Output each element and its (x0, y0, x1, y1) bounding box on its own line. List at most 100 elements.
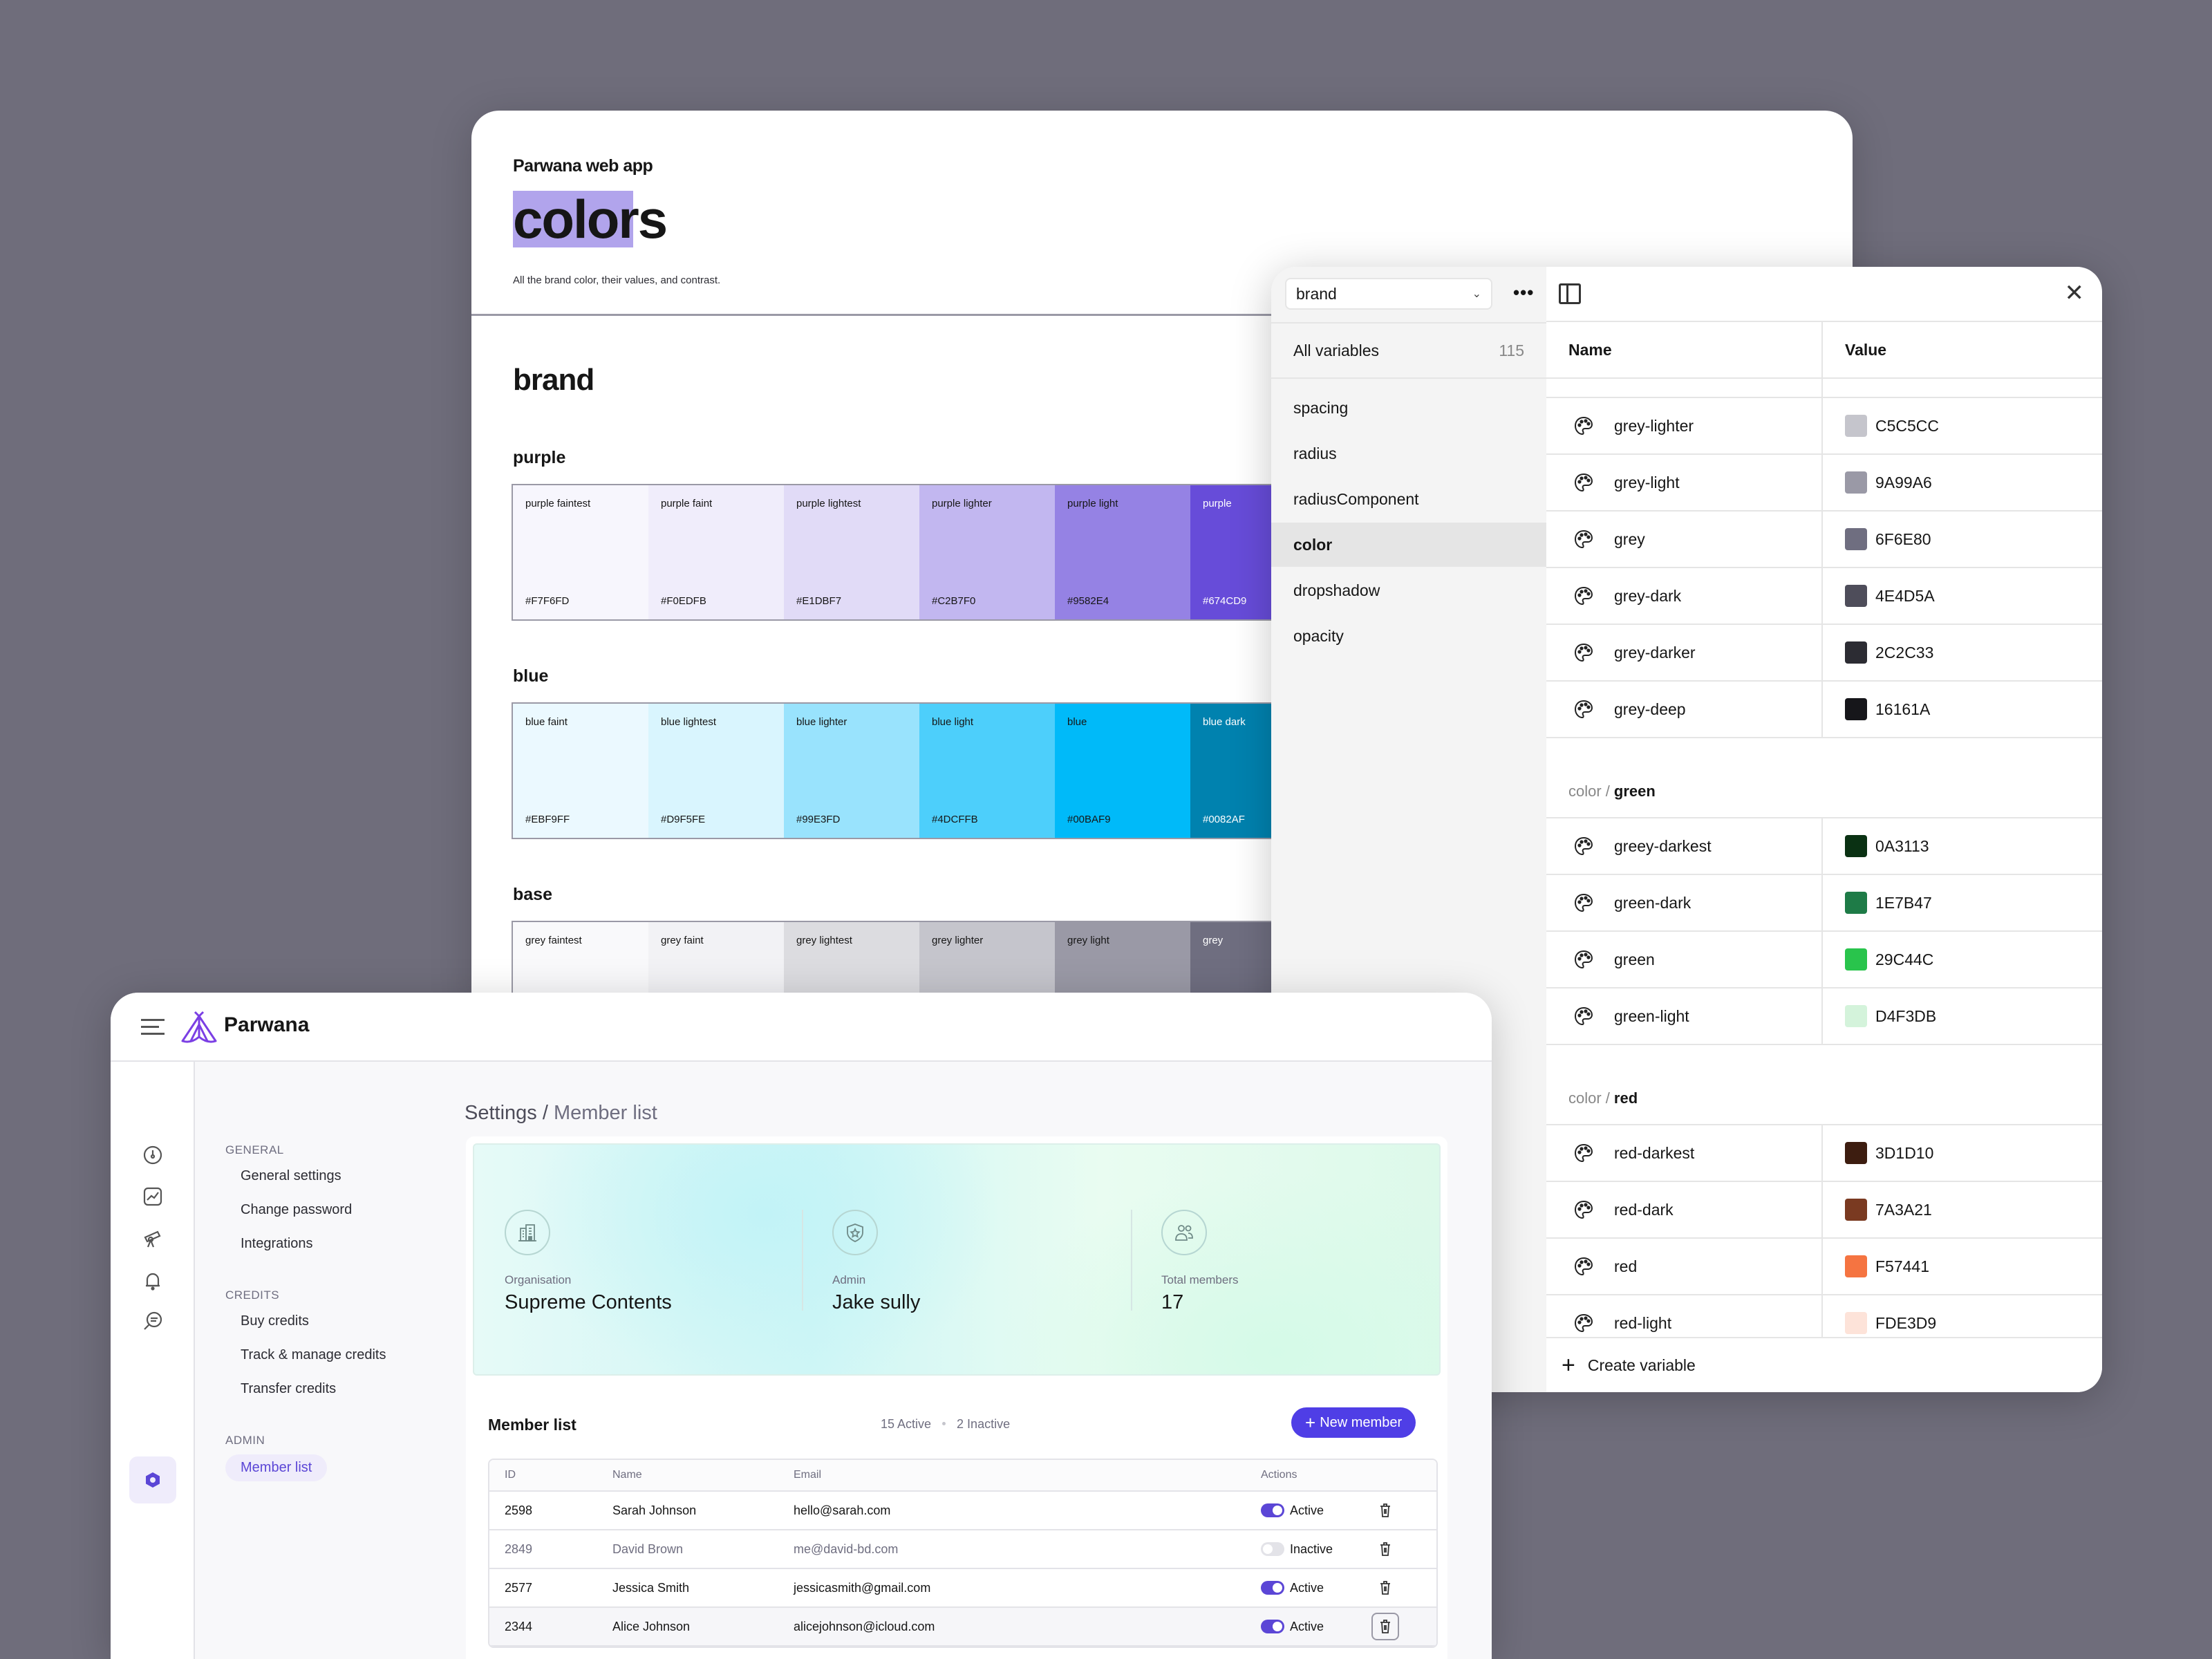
subnav-track-credits[interactable]: Track & manage credits (241, 1347, 386, 1362)
member-row[interactable]: 2344 Alice Johnson alicejohnson@icloud.com… (489, 1608, 1436, 1647)
subnav-transfer-credits[interactable]: Transfer credits (241, 1381, 337, 1396)
variable-row[interactable]: red-dark 7A3A21 (1546, 1182, 2102, 1239)
subnav-member-list[interactable]: Member list (225, 1454, 328, 1481)
color-chip[interactable] (1845, 415, 1867, 437)
all-variables-item[interactable]: All variables 115 (1271, 322, 1546, 379)
variable-name[interactable]: grey (1614, 529, 1645, 548)
status-toggle[interactable] (1261, 1581, 1284, 1595)
variable-name[interactable]: grey-darker (1614, 643, 1696, 662)
color-chip[interactable] (1845, 528, 1867, 550)
close-icon[interactable]: ✕ (2064, 280, 2085, 306)
variable-row[interactable]: green-dark 1E7B47 (1546, 875, 2102, 932)
color-chip[interactable] (1845, 948, 1867, 971)
variable-row[interactable]: grey-light 9A99A6 (1546, 455, 2102, 512)
palette-icon (1574, 586, 1593, 606)
subnav-integrations[interactable]: Integrations (241, 1236, 313, 1251)
variable-row[interactable]: red-darkest 3D1D10 (1546, 1125, 2102, 1182)
toggle-sidebar-icon[interactable] (1559, 283, 1581, 304)
status-toggle[interactable] (1261, 1503, 1284, 1517)
variable-name[interactable]: grey-deep (1614, 700, 1686, 718)
status-toggle[interactable] (1261, 1542, 1284, 1556)
breadcrumb-settings[interactable]: Settings (465, 1102, 537, 1124)
variable-value[interactable]: 0A3113 (1875, 836, 1929, 855)
variable-name[interactable]: grey-dark (1614, 586, 1682, 605)
trash-icon[interactable] (1371, 1497, 1399, 1524)
variable-value[interactable]: FDE3D9 (1875, 1313, 1937, 1332)
subnav-buy-credits[interactable]: Buy credits (241, 1313, 309, 1329)
member-row[interactable]: 2849 David Brown me@david-bd.com Inactive (489, 1530, 1436, 1569)
subnav-general-settings[interactable]: General settings (241, 1168, 341, 1183)
color-chip[interactable] (1845, 1199, 1867, 1221)
color-chip[interactable] (1845, 1005, 1867, 1027)
variable-name[interactable]: green-light (1614, 1006, 1689, 1025)
color-chip[interactable] (1845, 698, 1867, 720)
create-variable-button[interactable]: + Create variable (1546, 1337, 2102, 1392)
category-spacing[interactable]: spacing (1293, 398, 1349, 417)
telescope-icon[interactable] (141, 1226, 165, 1250)
trash-icon[interactable] (1371, 1535, 1399, 1563)
color-chip[interactable] (1845, 641, 1867, 664)
bell-icon[interactable] (141, 1269, 165, 1293)
variable-value[interactable]: 29C44C (1875, 950, 1934, 968)
status-toggle[interactable] (1261, 1620, 1284, 1633)
variable-name[interactable]: greey-darkest (1614, 836, 1712, 855)
category-color[interactable]: color (1271, 523, 1546, 567)
variable-value[interactable]: 9A99A6 (1875, 473, 1932, 491)
variable-row[interactable]: grey-dark 4E4D5A (1546, 568, 2102, 625)
variable-value[interactable]: 16161A (1875, 700, 1931, 718)
hamburger-menu-icon[interactable] (141, 1019, 165, 1035)
collection-select[interactable]: brand ⌄ (1285, 278, 1492, 310)
trash-icon[interactable] (1371, 1613, 1399, 1640)
settings-nav-button[interactable] (129, 1456, 176, 1503)
trash-icon[interactable] (1371, 1574, 1399, 1602)
variable-value[interactable]: 4E4D5A (1875, 586, 1935, 605)
color-chip[interactable] (1845, 471, 1867, 494)
variable-value[interactable]: D4F3DB (1875, 1006, 1937, 1025)
variable-row[interactable]: red F57441 (1546, 1239, 2102, 1295)
color-chip[interactable] (1845, 1255, 1867, 1277)
color-chip[interactable] (1845, 1312, 1867, 1334)
variable-name[interactable]: red-light (1614, 1313, 1672, 1332)
color-chip[interactable] (1845, 1142, 1867, 1164)
variable-value[interactable]: 7A3A21 (1875, 1200, 1932, 1219)
category-opacity[interactable]: opacity (1293, 626, 1344, 645)
dashboard-gauge-icon[interactable] (141, 1143, 165, 1167)
variable-row[interactable]: red-light FDE3D9 (1546, 1295, 2102, 1337)
variable-name[interactable]: grey-lighter (1614, 416, 1694, 435)
subnav-label-credits: CREDITS (225, 1288, 280, 1302)
variable-name[interactable]: green (1614, 950, 1655, 968)
category-radius[interactable]: radius (1293, 444, 1337, 462)
variable-row[interactable]: greey-darkest 0A3113 (1546, 818, 2102, 875)
variable-name[interactable]: green-dark (1614, 893, 1691, 912)
variable-row[interactable]: grey 6F6E80 (1546, 512, 2102, 568)
more-options-icon[interactable]: ••• (1513, 282, 1535, 303)
category-dropshadow[interactable]: dropshadow (1293, 581, 1380, 599)
new-member-button[interactable]: + New member (1291, 1407, 1416, 1438)
variable-value[interactable]: F57441 (1875, 1257, 1930, 1275)
analytics-chart-icon[interactable] (141, 1185, 165, 1208)
category-radius-component[interactable]: radiusComponent (1293, 489, 1419, 508)
variable-name[interactable]: red (1614, 1257, 1638, 1275)
color-chip[interactable] (1845, 585, 1867, 607)
variable-name[interactable]: grey-light (1614, 473, 1680, 491)
variable-value[interactable]: 3D1D10 (1875, 1143, 1934, 1162)
variable-value[interactable]: 1E7B47 (1875, 893, 1932, 912)
users-icon (1161, 1210, 1207, 1255)
variable-row[interactable]: grey-darker 2C2C33 (1546, 625, 2102, 682)
variable-value[interactable]: C5C5CC (1875, 416, 1940, 435)
variable-value[interactable]: 6F6E80 (1875, 529, 1931, 548)
variable-row[interactable]: green 29C44C (1546, 932, 2102, 988)
member-row[interactable]: 2598 Sarah Johnson hello@sarah.com Active (489, 1492, 1436, 1530)
variable-row[interactable]: green-light D4F3DB (1546, 988, 2102, 1045)
variable-name[interactable]: red-darkest (1614, 1143, 1695, 1162)
variable-value[interactable]: 2C2C33 (1875, 643, 1934, 662)
doc-title: colors (513, 189, 668, 250)
subnav-change-password[interactable]: Change password (241, 1202, 353, 1217)
color-chip[interactable] (1845, 892, 1867, 914)
variable-row[interactable]: grey-deep 16161A (1546, 682, 2102, 738)
variable-name[interactable]: red-dark (1614, 1200, 1674, 1219)
chat-search-icon[interactable] (141, 1309, 165, 1333)
variable-row[interactable]: grey-lighter C5C5CC (1546, 398, 2102, 455)
member-row[interactable]: 2577 Jessica Smith jessicasmith@gmail.com A… (489, 1569, 1436, 1608)
color-chip[interactable] (1845, 835, 1867, 857)
